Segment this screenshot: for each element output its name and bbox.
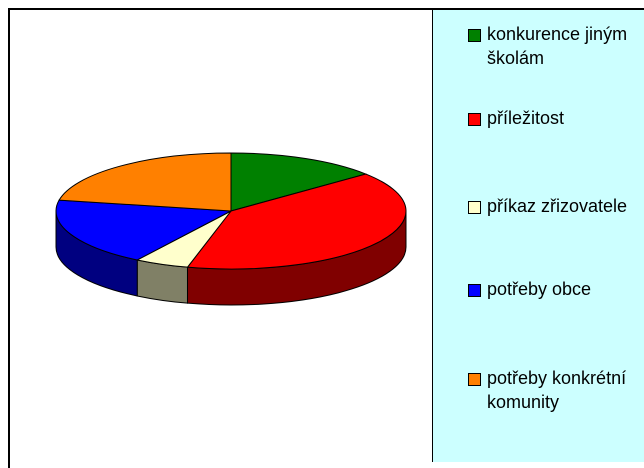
legend-label: potřeby konkrétní komunity (487, 368, 627, 412)
pie-slice (58, 152, 232, 212)
pie-plot (55, 152, 407, 306)
legend-key (468, 373, 481, 386)
legend-key (468, 201, 481, 214)
legend-key (468, 113, 481, 126)
chart (8, 8, 644, 468)
legend-label: potřeby obce (487, 279, 592, 299)
legend: konkurence jiným školám příležitost příkaz… (432, 10, 644, 462)
pie-slice (55, 199, 233, 261)
legend-key (468, 29, 481, 42)
pie-slice (230, 152, 368, 212)
legend-key (468, 284, 481, 297)
pie-slice (186, 173, 407, 270)
legend-label: příležitost (487, 108, 565, 128)
legend-label: příkaz zřizovatele (487, 196, 628, 216)
legend-label: konkurence jiným školám (487, 24, 628, 68)
